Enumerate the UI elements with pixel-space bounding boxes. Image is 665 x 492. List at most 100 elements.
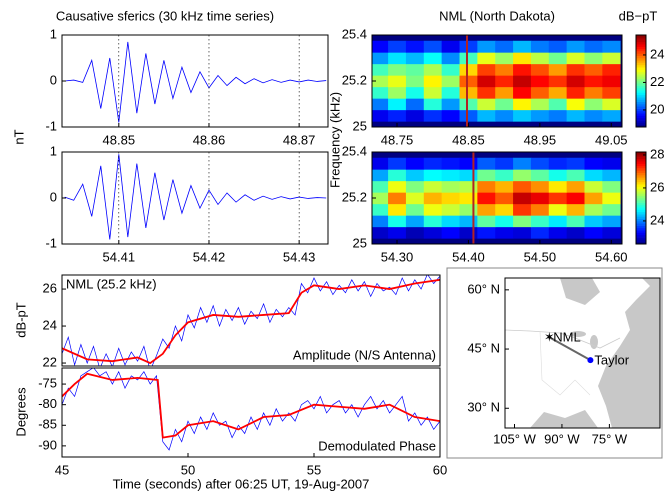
heatmap-cell (423, 75, 443, 88)
map-point-label: NML (553, 330, 580, 345)
heatmap-cell (566, 157, 585, 170)
colorbar-segment (636, 115, 646, 119)
heatmap-cell (459, 169, 478, 182)
colorbar-segment (636, 172, 646, 176)
y-tick-label: 45° N (467, 340, 500, 355)
colorbar-segment (636, 113, 646, 116)
heatmap-cell (602, 75, 621, 88)
axes-frame (61, 367, 441, 458)
heatmap-cell (372, 215, 389, 228)
plot-area (372, 152, 622, 244)
colorbar-segment (636, 237, 646, 240)
heatmap-cell (495, 86, 514, 99)
heatmap-cell (566, 75, 585, 88)
y-tick-label: 0 (50, 72, 57, 87)
heatmap-cell (584, 226, 603, 239)
colorbar-segment (636, 195, 646, 199)
heatmap-cell (459, 86, 478, 99)
heatmap-cell (584, 215, 603, 228)
heatmap-cell (405, 75, 425, 88)
heatmap-cell (495, 75, 514, 88)
heatmap-cell (405, 40, 425, 53)
heatmap-cell (388, 75, 407, 88)
y-tick-label: 25.2 (342, 189, 367, 204)
heatmap-cell (423, 192, 443, 205)
colorbar-segment (636, 170, 646, 173)
heatmap-cell (441, 63, 460, 76)
heatmap-cell (602, 203, 621, 216)
y-tick-label: 25 (353, 235, 367, 250)
heatmap-cell (513, 86, 532, 99)
heatmap-cell (372, 86, 389, 99)
heatmap-cell (602, 86, 621, 99)
heatmap-cell (441, 109, 460, 122)
map-background (504, 278, 660, 428)
heatmap-cell (477, 109, 496, 122)
axes-frame (61, 151, 329, 245)
y-tick-label: -1 (45, 118, 57, 133)
heatmap-cell (548, 109, 568, 122)
heatmap-cell (602, 157, 621, 170)
heatmap-cell (602, 169, 621, 182)
heatmap-cell (584, 40, 603, 53)
heatmap-cell (423, 40, 443, 53)
colorbar-segment (636, 207, 646, 210)
heatmap-cell (477, 226, 496, 239)
heatmap-cell (566, 63, 585, 76)
heatmap-cell (548, 52, 568, 65)
heatmap-cell (372, 169, 389, 182)
heatmap-cell (441, 226, 460, 239)
heatmap-cell (513, 63, 532, 76)
plot-area (62, 368, 440, 451)
x-tick-label: 48.95 (524, 132, 557, 147)
heatmap-cell (388, 169, 407, 182)
heatmap-cell (566, 109, 585, 122)
plot-area (62, 275, 440, 366)
colorbar-segment (636, 39, 646, 43)
heatmap-cell (584, 203, 603, 216)
x-tick-label: 48.86 (193, 132, 226, 147)
heatmap-cell (602, 98, 621, 111)
colorbar-segment (636, 241, 646, 245)
heatmap-cell (441, 215, 460, 228)
heatmap-cell (388, 98, 407, 111)
y-tick-label: -75 (38, 376, 57, 391)
y-tick-label: -1 (45, 235, 57, 250)
heatmap-cell (388, 40, 407, 53)
colorbar-segment (636, 90, 646, 93)
colorbar-segment (636, 158, 646, 162)
data-line (62, 275, 440, 366)
heatmap-cell (548, 86, 568, 99)
y-tick-label: 26 (43, 280, 57, 295)
colorbar-segment (636, 46, 646, 50)
colorbar-segment (636, 60, 646, 63)
x-tick-label: 49.05 (595, 132, 628, 147)
panel-label: NML (25.2 kHz) (66, 276, 157, 291)
heatmap-cell (602, 180, 621, 193)
colorbar-segment (636, 165, 646, 169)
y-tick-label: 25.4 (342, 26, 367, 41)
heatmap-cell (495, 215, 514, 228)
colorbar-segment (636, 152, 646, 155)
plot-area: ✶NML Taylor (544, 330, 630, 368)
data-line (62, 368, 440, 451)
heatmap-cell (566, 169, 585, 182)
heatmap-cell (548, 63, 568, 76)
great-lake (570, 331, 586, 337)
heatmap-cell (513, 169, 532, 182)
heatmap-cell (584, 157, 603, 170)
heatmap-cell (602, 226, 621, 239)
heatmap-cell (423, 157, 443, 170)
x-tick-label: 54.43 (283, 249, 316, 264)
y-tick-label: 25.2 (342, 72, 367, 87)
colorbar-segment (636, 227, 646, 231)
heatmap-cell (530, 192, 550, 205)
panel-annotation: Demodulated Phase (318, 438, 436, 453)
colorbar-segment (636, 122, 646, 125)
colorbar-segment (636, 204, 646, 208)
gulf (530, 410, 598, 428)
x-tick-label: 105° W (493, 431, 537, 446)
colorbar-segment (636, 188, 646, 192)
heatmap-cell (530, 169, 550, 182)
heatmap-cell (372, 52, 389, 65)
